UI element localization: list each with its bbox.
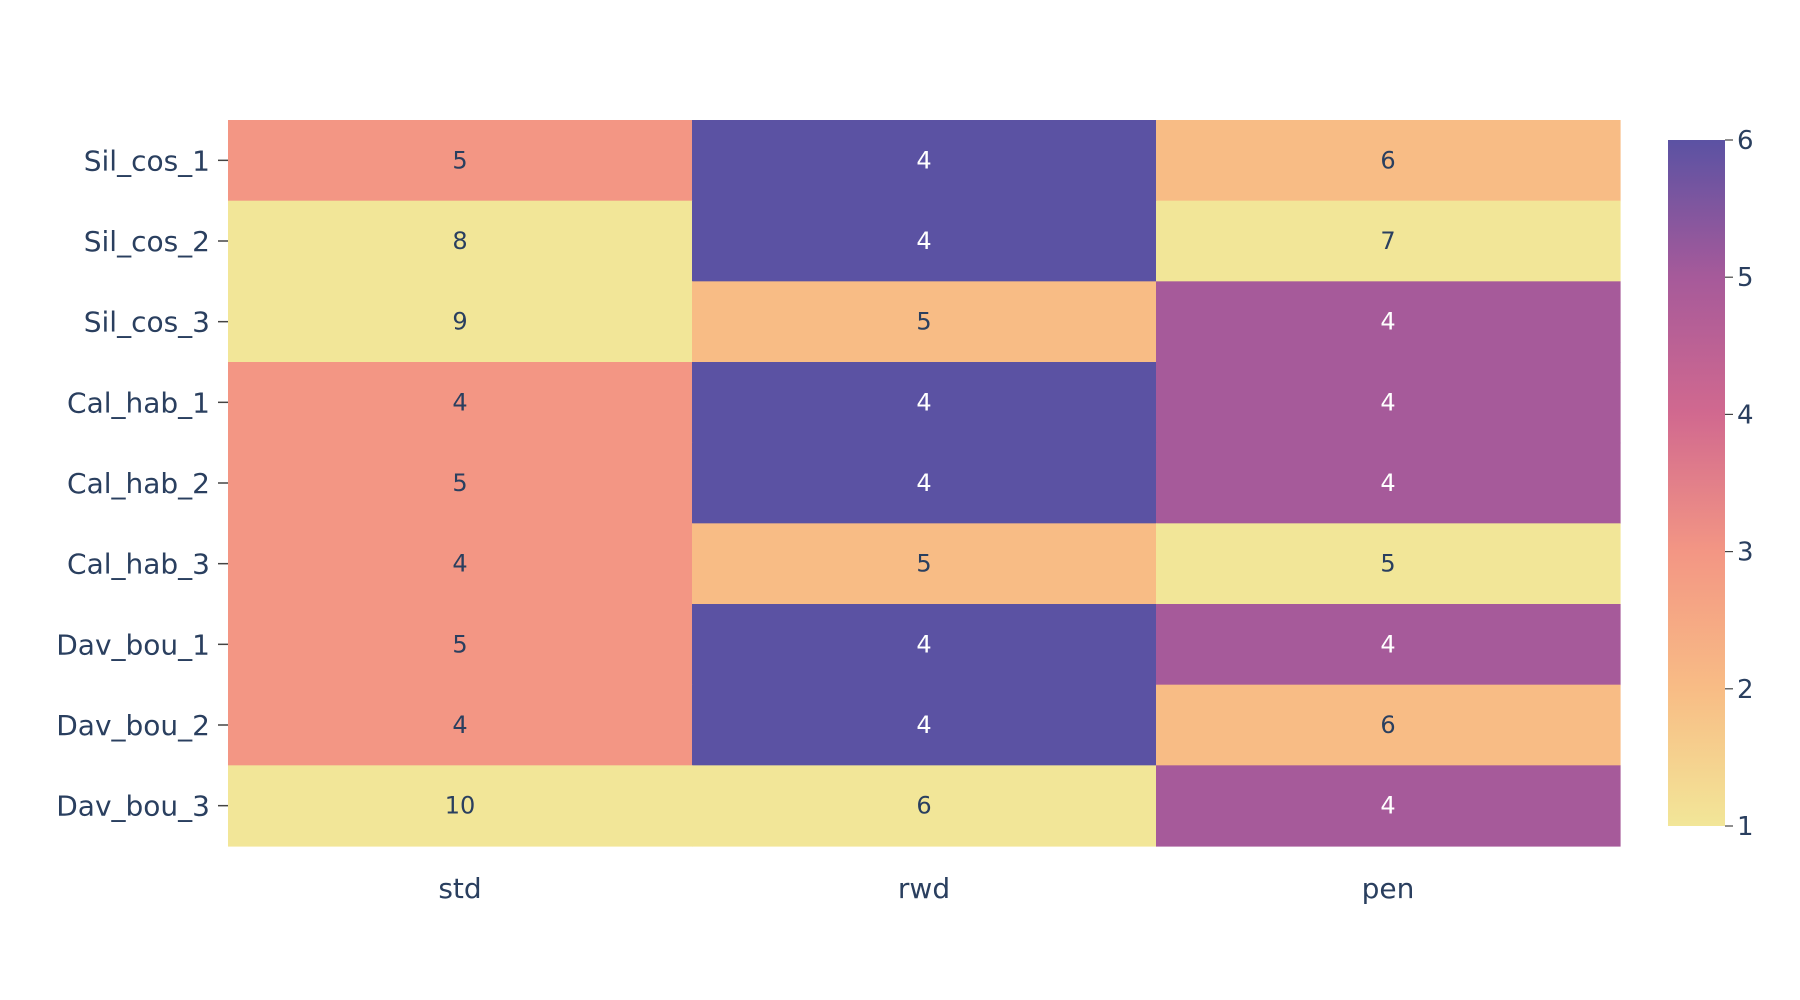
- cell-value-label: 4: [916, 146, 931, 174]
- heatmap-cell: [692, 604, 1157, 686]
- colorbar-tick-label: 4: [1737, 400, 1754, 430]
- y-tick-label: Cal_hab_3: [67, 548, 210, 581]
- x-tick-label: rwd: [898, 872, 950, 905]
- heatmap-cell: [1156, 120, 1621, 202]
- heatmap-cell: [692, 442, 1157, 524]
- heatmap-cell: [228, 684, 693, 766]
- cell-value-label: 5: [452, 630, 467, 658]
- cell-value-label: 4: [1380, 388, 1395, 416]
- heatmap-cell: [692, 200, 1157, 282]
- heatmap-cells: [228, 120, 1621, 847]
- cell-value-label: 4: [452, 388, 467, 416]
- heatmap-cell: [692, 765, 1157, 847]
- heatmap-cell: [692, 281, 1157, 363]
- x-tick-label: pen: [1362, 872, 1415, 905]
- cell-value-label: 5: [916, 550, 931, 578]
- x-tick-label: std: [438, 872, 481, 905]
- cell-value-label: 6: [916, 792, 931, 820]
- heatmap-cell: [1156, 604, 1621, 686]
- cell-value-label: 4: [916, 388, 931, 416]
- cell-value-label: 4: [1380, 469, 1395, 497]
- heatmap-cell: [228, 120, 693, 202]
- heatmap-cell: [1156, 200, 1621, 282]
- heatmap-cell: [228, 362, 693, 444]
- y-tick-label: Dav_bou_3: [56, 790, 210, 823]
- cell-value-label: 6: [1380, 711, 1395, 739]
- colorbar-tick-label: 5: [1737, 263, 1754, 293]
- heatmap-cell: [1156, 362, 1621, 444]
- colorbar-tick-label: 1: [1737, 812, 1754, 842]
- y-tick-label: Sil_cos_3: [84, 306, 210, 339]
- cell-value-label: 4: [1380, 792, 1395, 820]
- colorbar-tick-label: 6: [1737, 126, 1754, 156]
- colorbar-tick-label: 3: [1737, 538, 1754, 568]
- y-tick-label: Sil_cos_2: [84, 225, 210, 258]
- heatmap-cell: [228, 765, 693, 847]
- heatmap-cell: [228, 523, 693, 605]
- heatmap-cell: [228, 200, 693, 282]
- y-tick-label: Sil_cos_1: [84, 144, 210, 177]
- x-axis: std rwd pen: [438, 872, 1414, 905]
- cell-value-label: 4: [916, 469, 931, 497]
- cell-value-label: 4: [916, 711, 931, 739]
- cell-value-label: 8: [452, 227, 467, 255]
- y-tick-label: Cal_hab_2: [67, 467, 210, 500]
- y-tick-label: Cal_hab_1: [67, 386, 210, 419]
- cell-value-label: 10: [445, 792, 476, 820]
- cell-value-label: 4: [452, 711, 467, 739]
- cell-value-label: 4: [1380, 308, 1395, 336]
- cell-value-label: 7: [1380, 227, 1395, 255]
- cell-value-label: 5: [452, 146, 467, 174]
- cell-value-label: 4: [452, 550, 467, 578]
- heatmap-cell: [228, 604, 693, 686]
- heatmap-cell: [692, 523, 1157, 605]
- heatmap-cell: [228, 442, 693, 524]
- cell-value-label: 4: [916, 630, 931, 658]
- heatmap-cell: [1156, 523, 1621, 605]
- cell-value-label: 6: [1380, 146, 1395, 174]
- cell-value-label: 5: [1380, 550, 1395, 578]
- heatmap-cell: [1156, 765, 1621, 847]
- heatmap-cell: [228, 281, 693, 363]
- colorbar-tick-label: 2: [1737, 675, 1754, 705]
- y-tick-label: Dav_bou_2: [56, 709, 210, 742]
- heatmap-cell: [692, 120, 1157, 202]
- colorbar: 1 2 3 4 5 6: [1668, 126, 1754, 842]
- cell-value-label: 9: [452, 308, 467, 336]
- heatmap-cell: [692, 362, 1157, 444]
- cell-value-label: 4: [916, 227, 931, 255]
- heatmap-cell: [1156, 281, 1621, 363]
- y-axis: Sil_cos_1 Sil_cos_2 Sil_cos_3 Cal_hab_1 Cal_…: [56, 144, 228, 823]
- cell-value-label: 4: [1380, 630, 1395, 658]
- colorbar-gradient: [1668, 140, 1725, 826]
- cell-value-label: 5: [452, 469, 467, 497]
- heatmap-cell: [1156, 442, 1621, 524]
- heatmap-cell-labels: 5 4 6 8 4 7 9 5 4 4 4 4 5 4 4 4 5 5 5 4 4 4 4 6 10 6 4: [445, 146, 1396, 819]
- cell-value-label: 5: [916, 308, 931, 336]
- heatmap-cell: [692, 684, 1157, 766]
- heatmap-cell: [1156, 684, 1621, 766]
- y-tick-label: Dav_bou_1: [56, 628, 210, 661]
